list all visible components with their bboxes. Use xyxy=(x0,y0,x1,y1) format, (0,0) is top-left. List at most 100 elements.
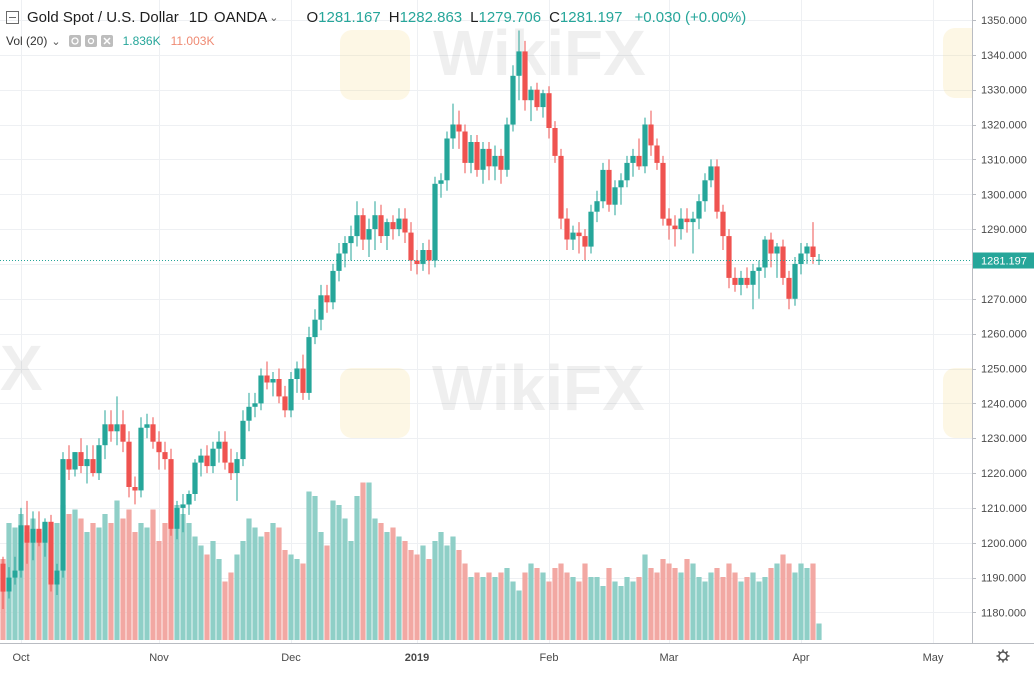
close-icon[interactable] xyxy=(100,35,113,47)
candle xyxy=(138,417,144,498)
price-axis-label: 1190.000 xyxy=(981,573,1026,585)
candle-body xyxy=(528,89,534,101)
settings-icon[interactable] xyxy=(84,35,97,47)
candle xyxy=(288,372,294,418)
candle-body xyxy=(150,424,156,442)
candle xyxy=(780,239,786,285)
candle xyxy=(156,431,162,470)
candle-body xyxy=(18,525,24,571)
eye-icon[interactable] xyxy=(68,35,81,47)
candle-body xyxy=(36,528,42,543)
interval-label[interactable]: 1D xyxy=(188,9,208,26)
candle-body xyxy=(708,166,714,181)
candle-body xyxy=(582,236,588,247)
volume-bar xyxy=(402,541,408,640)
candle xyxy=(324,284,330,313)
time-axis-label: May xyxy=(923,652,944,664)
candle xyxy=(564,208,570,250)
volume-bar xyxy=(462,563,468,640)
candle xyxy=(534,82,540,111)
symbol-title[interactable]: Gold Spot / U.S. Dollar xyxy=(27,9,179,26)
candle xyxy=(192,459,198,501)
candle xyxy=(264,361,270,390)
candle-body xyxy=(672,225,678,230)
candle xyxy=(102,410,108,460)
candle-body xyxy=(240,420,246,460)
volume-bar xyxy=(396,536,402,640)
collapse-icon[interactable] xyxy=(6,11,19,24)
candle xyxy=(48,514,54,592)
volume-bar xyxy=(708,572,714,640)
candle-body xyxy=(576,232,582,237)
volume-bar xyxy=(558,563,564,640)
candle-body xyxy=(690,218,696,223)
volume-indicator-name[interactable]: Vol (20) xyxy=(6,34,48,48)
candle-body xyxy=(756,267,762,271)
candle xyxy=(720,204,726,250)
candle-body xyxy=(498,155,504,170)
volume-bar xyxy=(324,545,330,640)
candle-body xyxy=(168,459,174,529)
candle-body xyxy=(102,424,108,446)
candle xyxy=(96,438,102,480)
volume-bar xyxy=(624,577,630,640)
volume-bar xyxy=(252,527,258,640)
volume-bar xyxy=(330,500,336,640)
candle xyxy=(492,145,498,181)
candle-body xyxy=(342,243,348,254)
candle xyxy=(552,121,558,163)
candle-body xyxy=(594,201,600,212)
candle-body xyxy=(324,295,330,303)
candle xyxy=(114,396,120,446)
candle-body xyxy=(414,260,420,264)
volume-bar xyxy=(726,563,732,640)
volume-bar xyxy=(540,572,546,640)
candle-body xyxy=(378,215,384,237)
volume-bar xyxy=(72,509,78,640)
chevron-down-icon[interactable]: ⌄ xyxy=(51,35,61,48)
candle-body xyxy=(312,319,318,338)
candle xyxy=(456,110,462,149)
candle xyxy=(600,162,606,209)
volume-bar xyxy=(738,581,744,640)
candle-body xyxy=(318,295,324,320)
volume-bar xyxy=(114,500,120,640)
candle-body xyxy=(804,246,810,254)
volume-bar xyxy=(42,523,48,640)
candle xyxy=(666,208,672,240)
volume-bar xyxy=(246,518,252,640)
candle xyxy=(726,229,732,289)
candle xyxy=(0,556,6,609)
candle xyxy=(486,142,492,181)
candle-body xyxy=(24,525,30,543)
volume-bar xyxy=(612,581,618,640)
candle xyxy=(204,445,210,474)
volume-bar xyxy=(354,496,360,640)
gear-icon[interactable] xyxy=(996,649,1010,663)
candle xyxy=(792,257,798,306)
candle-body xyxy=(294,368,300,379)
candle-body xyxy=(48,521,54,585)
candle-body xyxy=(384,222,390,236)
candle xyxy=(108,410,114,442)
volume-bar xyxy=(234,554,240,640)
candle-body xyxy=(738,277,744,285)
candle xyxy=(714,159,720,219)
time-axis-label: 2019 xyxy=(405,652,429,664)
volume-bar xyxy=(264,532,270,640)
candle xyxy=(36,511,42,547)
candle xyxy=(150,417,156,449)
volume-bar xyxy=(666,563,672,640)
candle xyxy=(498,148,504,184)
broker-label[interactable]: OANDA xyxy=(213,9,268,26)
volume-bar xyxy=(90,523,96,640)
volume-bar xyxy=(786,563,792,640)
candle-body xyxy=(666,218,672,226)
chevron-down-icon[interactable]: ⌄ xyxy=(269,12,279,24)
candle-body xyxy=(564,218,570,240)
volume-bar xyxy=(516,590,522,640)
candle-body xyxy=(504,124,510,170)
candle-body xyxy=(234,459,240,473)
